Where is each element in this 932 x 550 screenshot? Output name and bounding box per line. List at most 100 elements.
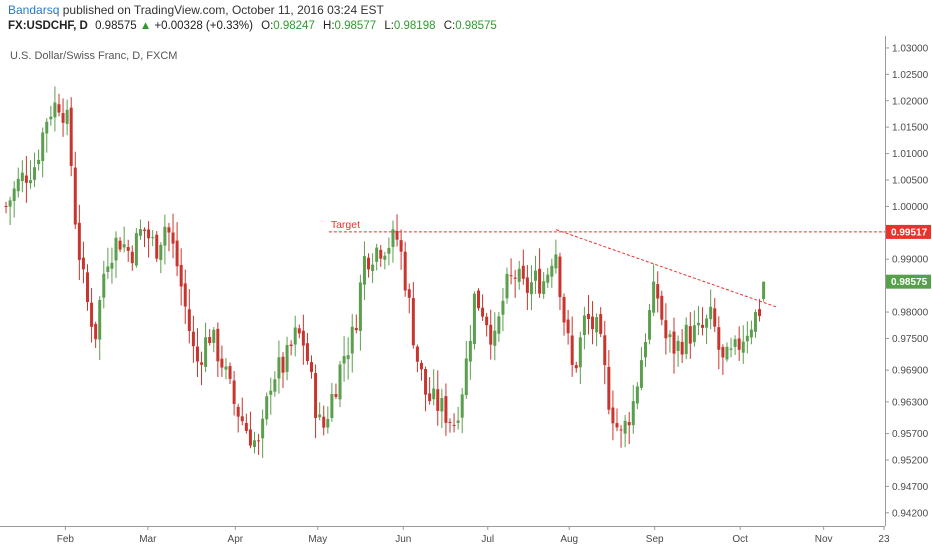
candle-body [354,327,358,331]
candle-body [191,331,195,347]
price-chart[interactable]: U.S. Dollar/Swiss Franc, D, FXCM Target … [0,36,932,550]
candle-up [631,384,635,434]
candle-body [322,416,326,428]
candle-body [745,335,749,342]
up-arrow-icon: ▲ [139,20,152,32]
candle-down [428,377,432,405]
candle-down [61,98,65,137]
candle-down [143,227,147,248]
candle-body [232,380,236,404]
candle-body [652,281,656,313]
candle-body [489,324,493,345]
candle-body [546,274,550,283]
candle-body [749,329,753,338]
publish-line: Bandarsq published on TradingView.com, O… [8,3,384,17]
price-tick-label: 0.98000 [892,308,929,319]
candle-body [635,386,639,404]
candle-body [648,310,652,340]
candle-up [102,260,106,309]
candle-down [228,362,232,385]
chart-area[interactable]: U.S. Dollar/Swiss Franc, D, FXCM Target … [0,36,932,550]
candle-down [334,383,338,400]
candle-up [159,242,163,274]
author-link[interactable]: Bandarsq [8,3,60,17]
candle-up [705,314,709,345]
candle-body [159,244,163,260]
candle-body [415,346,419,362]
price-tick-label: 0.99000 [892,255,929,266]
candle-up [554,239,558,274]
time-tick-label: Sep [646,534,664,545]
candle-body [611,407,615,424]
candle-down [521,249,525,285]
candle-body [371,264,375,271]
candle-body [200,362,204,365]
candle-up [269,377,273,415]
candle-body [224,366,228,370]
candle-up [456,406,460,430]
time-tick-label: May [308,534,327,545]
candle-up [49,105,53,126]
candle-down [489,309,493,360]
candle-body [81,257,85,270]
candle-down [367,253,371,278]
candle-down [513,269,517,298]
candle-down [179,248,183,306]
candle-down [175,222,179,277]
candle-body [138,229,142,236]
candle-up [648,303,652,345]
candle-body [90,302,94,327]
price-tick-label: 1.00500 [892,175,929,186]
candle-body [73,167,77,225]
candle-down [232,370,236,416]
time-axis[interactable]: Feb Mar Apr May Jun Jul Aug Sep Oct Nov 23 [0,526,890,545]
candle-up [28,160,32,189]
candle-up [106,247,110,279]
ohlc-line: FX:USDCHF, D 0.98575 ▲ +0.00328 (+0.33%)… [8,20,497,32]
candle-down [314,364,318,439]
candle-up [497,311,501,342]
candle-body [684,324,688,355]
candle-down [195,328,199,377]
candle-down [85,264,89,311]
candle-body [37,159,41,165]
candle-body [269,390,273,395]
candle-down [672,317,676,374]
candle-down [558,252,562,311]
candle-down [310,355,314,379]
candle-down [415,344,419,373]
candle-body [603,335,607,366]
candle-down [244,413,248,434]
candle-body [236,406,240,417]
trendline[interactable] [555,229,778,308]
candle-body [12,188,16,201]
candle-body [501,300,505,315]
candle-body [623,420,627,434]
candle-body [591,316,595,330]
candle-body [122,244,126,248]
candle-up [517,260,521,290]
candle-up [37,149,41,171]
candle-down [126,239,130,262]
candle-body [753,312,757,332]
time-tick-label: 23 [878,534,890,545]
candle-down [403,241,407,297]
candle-body [672,331,676,354]
candle-body [28,180,32,184]
candle-down [147,221,151,258]
candle-body [729,348,733,350]
candle-body [204,337,208,367]
candle-body [586,313,590,319]
candle-down [562,293,566,336]
price-tick-label: 1.01500 [892,123,929,134]
candle-down [220,345,224,377]
candles-group [4,86,766,458]
target-price-badge: 0.99517 [891,227,928,238]
candle-body [106,266,110,272]
candle-body [758,309,762,317]
candle-body [134,233,138,266]
candle-up [387,237,391,266]
candle-down [399,229,403,270]
price-axis[interactable]: 1.03000 1.02500 1.02000 1.01500 1.01000 1.005… [885,36,931,526]
candle-body [94,323,98,340]
